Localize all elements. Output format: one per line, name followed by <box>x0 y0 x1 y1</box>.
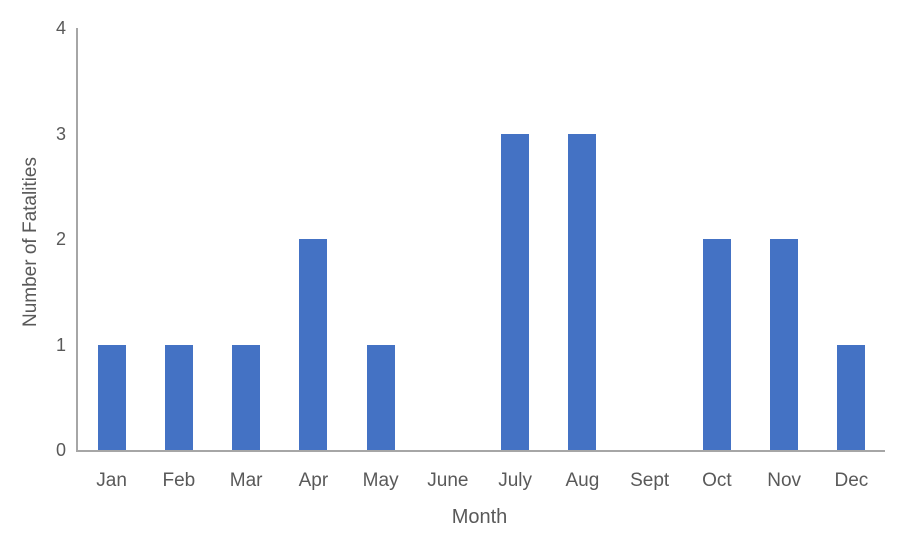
bar-july <box>501 133 530 450</box>
x-tick-label-oct: Oct <box>702 470 732 491</box>
y-tick-label-0: 0 <box>55 440 66 460</box>
x-tick-label-apr: Apr <box>298 470 329 491</box>
bar-oct <box>702 239 731 450</box>
plot-area: Jan Feb Mar Apr May June July Aug Sept Oct Nov Dec 0… <box>56 19 885 491</box>
x-tick-label-jan: Jan <box>96 470 127 491</box>
bar-jan <box>97 344 126 450</box>
x-tick-label-june: June <box>427 470 469 491</box>
bar-may <box>366 344 395 450</box>
y-tick-label-3: 3 <box>55 123 66 144</box>
x-tick-label-dec: Dec <box>834 470 869 491</box>
x-tick-label-may: May <box>362 470 399 491</box>
x-tick-label-aug: Aug <box>565 470 600 491</box>
y-tick-label-4: 4 <box>55 18 66 38</box>
x-tick-label-feb: Feb <box>162 470 196 491</box>
y-tick-label-2: 2 <box>55 229 66 249</box>
x-axis-title: Month <box>451 506 508 528</box>
bar-dec <box>837 344 866 450</box>
x-tick-label-sept: Sept <box>630 470 670 491</box>
x-tick-label-july: July <box>498 470 533 491</box>
x-tick-label-nov: Nov <box>767 470 802 491</box>
y-tick-label-1: 1 <box>55 334 66 355</box>
bar-feb <box>164 344 193 450</box>
bar-mar <box>232 344 261 450</box>
bar-aug <box>568 133 597 450</box>
x-tick-label-mar: Mar <box>229 470 263 491</box>
bar-apr <box>299 239 328 450</box>
bar-nov <box>770 239 799 450</box>
